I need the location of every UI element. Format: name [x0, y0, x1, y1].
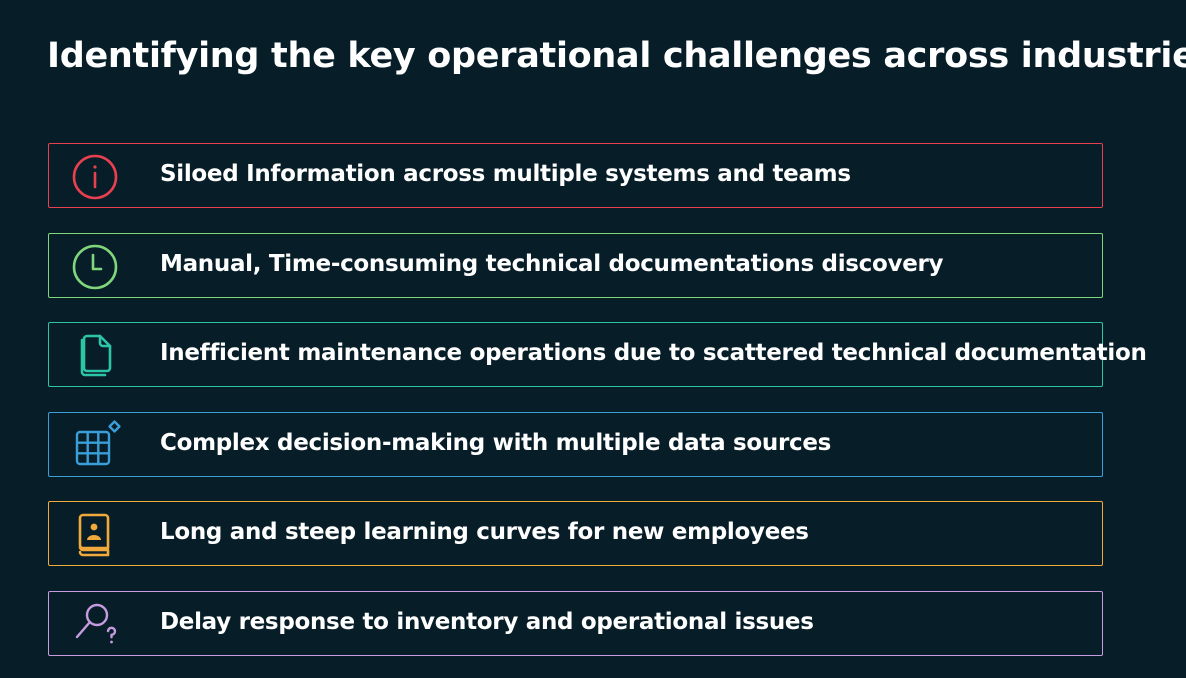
challenge-item-manual-discovery: Manual, Time-consuming technical documen…	[48, 232, 1103, 298]
info-icon	[71, 153, 119, 201]
challenge-item-inefficient-maintenance: Inefficient maintenance operations due t…	[48, 322, 1147, 387]
search-question-icon	[71, 601, 119, 649]
challenge-item-siloed-information: Siloed Information across multiple syste…	[48, 143, 1103, 208]
challenge-label: Siloed Information across multiple syste…	[160, 161, 851, 187]
challenge-label: Complex decision-making with multiple da…	[160, 429, 832, 456]
challenge-item-complex-decision-making: Complex decision-making with multiple da…	[48, 411, 1103, 477]
challenge-label: Delay response to inventory and operatio…	[160, 608, 814, 635]
employee-handbook-icon	[71, 511, 119, 559]
page-title: Identifying the key operational challeng…	[47, 36, 1186, 76]
challenge-label: Inefficient maintenance operations due t…	[160, 340, 1147, 366]
clock-icon	[71, 243, 119, 291]
challenges-list: Siloed Information across multiple syste…	[48, 143, 1147, 678]
challenge-label: Manual, Time-consuming technical documen…	[160, 250, 944, 277]
table-grid-icon	[71, 419, 121, 470]
challenge-item-learning-curves: Long and steep learning curves for new e…	[48, 501, 1103, 566]
challenge-item-delay-response: Delay response to inventory and operatio…	[48, 590, 1103, 656]
documents-icon	[71, 332, 119, 380]
challenge-label: Long and steep learning curves for new e…	[160, 519, 809, 545]
